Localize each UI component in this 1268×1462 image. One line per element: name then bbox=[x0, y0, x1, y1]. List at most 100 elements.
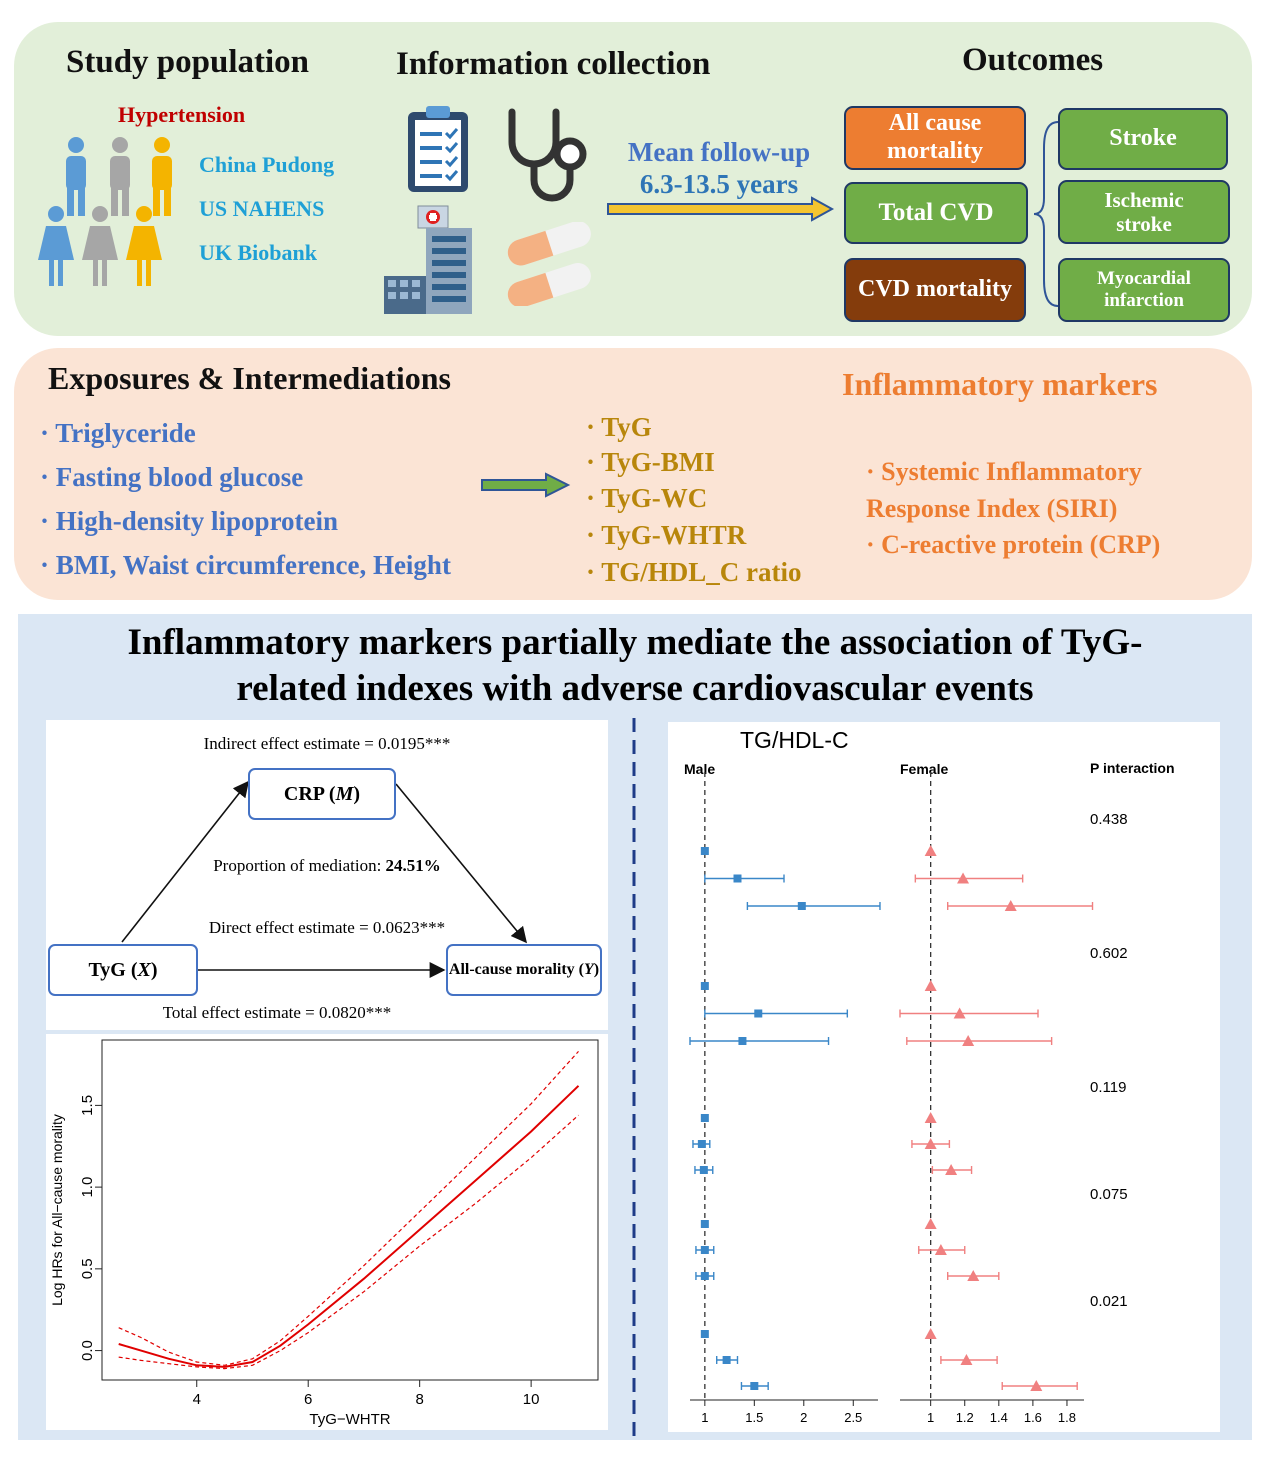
estimate-square bbox=[700, 1220, 709, 1228]
forest-x-tick-label: 1 bbox=[701, 1410, 708, 1425]
forest-background bbox=[668, 722, 1220, 1432]
subtype-stroke: Stroke bbox=[1058, 108, 1228, 170]
exposures-heading: Exposures & Intermediations bbox=[48, 360, 451, 396]
p-value: 0.021 bbox=[1090, 1293, 1128, 1310]
estimate-square bbox=[733, 874, 742, 883]
study-design-panel bbox=[14, 22, 1252, 336]
estimate-triangle bbox=[962, 1035, 975, 1046]
estimate-triangle bbox=[924, 980, 937, 991]
population-us: US NAHENS bbox=[199, 196, 325, 221]
population-uk: UK Biobank bbox=[199, 240, 317, 265]
people-icon bbox=[38, 137, 172, 286]
total-effect-text: Total effect estimate = 0.0820*** bbox=[162, 1003, 392, 1022]
spline-chart: 4 6 8 10 0.0 0.5 1.0 1.5 TyG−WHTR Log HRs for All… bbox=[46, 1034, 608, 1430]
estimate-square bbox=[700, 982, 709, 990]
x-tick-label: 6 bbox=[304, 1391, 312, 1408]
x-tick-label: 4 bbox=[193, 1391, 201, 1408]
exposure-node: TyG (X) bbox=[48, 944, 198, 996]
mediation-arrows bbox=[121, 780, 528, 978]
proportion-text: Proportion of mediation: 24.51% bbox=[46, 856, 608, 876]
forest-x-tick-label: 2.5 bbox=[844, 1410, 862, 1425]
outcomes-heading: Outcomes bbox=[962, 42, 1104, 78]
hypertension-label: Hypertension bbox=[118, 102, 246, 127]
p-value: 0.075 bbox=[1090, 1186, 1128, 1203]
exposure-hdl: · High-density lipoprotein bbox=[40, 506, 339, 536]
index-tg-hdl-ratio: · TG/HDL_C ratio bbox=[586, 557, 802, 587]
information-collection-heading: Information collection bbox=[396, 46, 711, 82]
estimate-triangle bbox=[960, 1354, 973, 1365]
forest-x-tick-label: 1.6 bbox=[1024, 1410, 1042, 1425]
estimate-square bbox=[700, 1272, 709, 1280]
male-label: Male bbox=[684, 761, 715, 777]
outcome-name: All-cause morality ( bbox=[448, 961, 584, 978]
estimate-square bbox=[700, 847, 709, 855]
estimate-triangle bbox=[924, 845, 937, 856]
hospital-icon bbox=[384, 205, 472, 314]
index-tyg-wc: · TyG-WC bbox=[586, 483, 708, 513]
index-tyg-whtr: · TyG-WHTR bbox=[586, 520, 747, 550]
p-value: 0.438 bbox=[1090, 811, 1128, 828]
spline-background bbox=[46, 1034, 608, 1430]
subtype-myocardial-infarction: Myocardial infarction bbox=[1058, 258, 1230, 322]
stethoscope-icon bbox=[508, 108, 587, 202]
outcome-total-cvd: Total CVD bbox=[844, 182, 1028, 244]
estimate-square bbox=[797, 902, 806, 910]
exposure-anthropometric: · BMI, Waist circumference, Height bbox=[40, 550, 451, 580]
forest-x-tick-label: 1.4 bbox=[990, 1410, 1008, 1425]
p-value: 0.602 bbox=[1090, 945, 1128, 962]
forest-x-tick-label: 1.8 bbox=[1058, 1410, 1076, 1425]
forest-plot: TG/HDL-C Male Female P interaction 0.438 0.60… bbox=[668, 722, 1220, 1432]
mediator-node: CRP (M) bbox=[248, 768, 396, 820]
estimate-triangle bbox=[945, 1164, 958, 1175]
subtype-ischemic-stroke: Ischemic stroke bbox=[1058, 180, 1230, 244]
spline-plot-frame bbox=[101, 1039, 599, 1381]
estimate-square bbox=[697, 1140, 706, 1148]
mediator-var: M bbox=[335, 782, 354, 805]
forest-x-tick-label: 1.2 bbox=[956, 1410, 974, 1425]
x-tick-label: 8 bbox=[415, 1391, 423, 1408]
y-axis-label: Log HRs for All−cause morality bbox=[49, 1114, 65, 1306]
cvd-brace-icon bbox=[1033, 121, 1059, 307]
estimate-triangle bbox=[953, 1007, 966, 1019]
spline-upper-ci bbox=[118, 1050, 579, 1366]
followup-arrow-icon bbox=[607, 196, 835, 222]
estimate-triangle bbox=[924, 1328, 937, 1339]
estimate-square bbox=[700, 1246, 709, 1254]
followup-label: Mean follow-up 6.3-13.5 years bbox=[606, 136, 832, 201]
estimate-triangle bbox=[934, 1244, 947, 1255]
estimate-square bbox=[738, 1037, 747, 1045]
followup-line2: 6.3-13.5 years bbox=[639, 169, 799, 200]
exposures-panel bbox=[14, 348, 1252, 600]
study-population-heading: Study population bbox=[66, 44, 310, 80]
followup-line1: Mean follow-up bbox=[627, 137, 811, 167]
proportion-label: Proportion of mediation: bbox=[213, 856, 386, 875]
forest-x-tick-label: 1 bbox=[927, 1410, 934, 1425]
spline-lower-ci bbox=[118, 1114, 579, 1370]
y-tick-label: 1.5 bbox=[79, 1095, 96, 1116]
main-conclusion-line2: related indexes with adverse cardiovascu… bbox=[236, 668, 1034, 709]
index-arrow-icon bbox=[481, 472, 571, 498]
exposure-fasting-glucose: · Fasting blood glucose bbox=[40, 462, 304, 492]
marker-siri-line1: · Systemic Inflammatory bbox=[866, 457, 1142, 486]
p-interaction-label: P interaction bbox=[1090, 760, 1175, 776]
estimate-triangle bbox=[924, 1112, 937, 1123]
estimate-triangle bbox=[1004, 900, 1017, 911]
marker-crp: · C-reactive protein (CRP) bbox=[866, 530, 1161, 559]
estimate-triangle bbox=[924, 1138, 937, 1149]
exposure-name: TyG ( bbox=[88, 958, 138, 981]
panel-divider bbox=[632, 718, 636, 1438]
female-label: Female bbox=[900, 761, 948, 777]
clipboard-icon bbox=[408, 106, 468, 192]
estimate-triangle bbox=[924, 1218, 937, 1229]
outcome-cvd-mortality: CVD mortality bbox=[844, 258, 1026, 322]
outcome-node: All-cause morality (Y) bbox=[446, 944, 602, 996]
estimate-square bbox=[699, 1166, 708, 1174]
spline-estimate-line bbox=[118, 1085, 580, 1368]
indirect-effect-text: Indirect effect estimate = 0.0195*** bbox=[203, 734, 451, 753]
exposure-var: X bbox=[137, 958, 151, 981]
inflammatory-heading: Inflammatory markers bbox=[842, 366, 1158, 402]
main-conclusion-line1: Inflammatory markers partially mediate t… bbox=[127, 622, 1143, 663]
estimate-square bbox=[722, 1356, 731, 1364]
estimate-square bbox=[754, 1009, 763, 1018]
estimate-triangle bbox=[957, 872, 970, 884]
